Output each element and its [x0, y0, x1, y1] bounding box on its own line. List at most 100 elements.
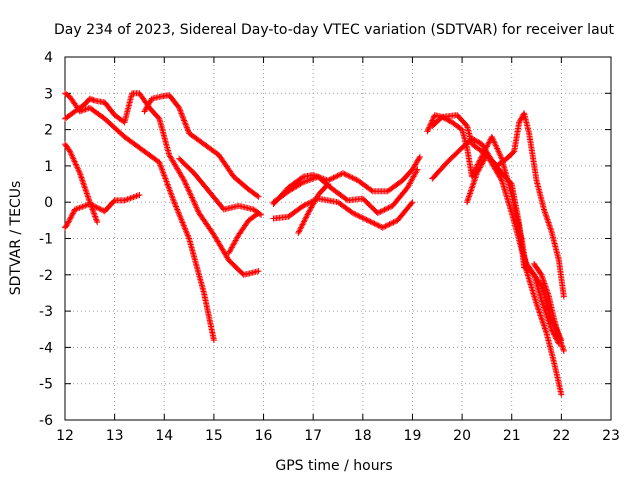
data-point: [391, 218, 398, 225]
data-point: [90, 209, 97, 216]
data-point: [92, 213, 99, 220]
x-tick-label: 22: [552, 428, 570, 444]
x-tick-label: 14: [155, 428, 173, 444]
data-point: [425, 125, 432, 132]
data-point: [67, 214, 74, 221]
data-point: [306, 177, 313, 184]
data-point: [416, 153, 423, 160]
data-point: [381, 223, 388, 230]
data-point: [166, 185, 173, 192]
data-point: [145, 102, 152, 109]
data-point: [88, 203, 95, 210]
data-point: [74, 205, 81, 212]
data-point: [376, 209, 383, 216]
data-point: [167, 190, 174, 197]
data-point: [181, 117, 188, 124]
data-point: [181, 223, 188, 230]
data-point: [359, 214, 366, 221]
data-point: [413, 167, 420, 174]
data-point: [165, 182, 172, 189]
data-point: [193, 204, 200, 211]
data-point: [358, 214, 365, 221]
y-tick-label: -4: [39, 340, 53, 356]
data-point: [126, 195, 133, 202]
data-point: [254, 210, 261, 217]
data-point: [130, 194, 137, 201]
data-point: [496, 151, 503, 158]
x-tick-label: 12: [56, 428, 74, 444]
data-point: [307, 176, 314, 183]
data-point: [175, 209, 182, 216]
data-point: [496, 149, 503, 156]
data-point: [303, 212, 310, 219]
data-point: [157, 162, 164, 169]
data-point: [339, 170, 346, 177]
data-point: [384, 205, 391, 212]
data-point: [67, 149, 74, 156]
data-point: [497, 152, 504, 159]
data-point: [429, 116, 436, 123]
data-point: [177, 109, 184, 116]
data-point: [162, 177, 169, 184]
data-point: [302, 215, 309, 222]
data-point: [548, 326, 555, 333]
data-point: [188, 193, 195, 200]
y-tick-label: 0: [44, 195, 53, 211]
data-point: [180, 176, 187, 183]
data-point: [390, 219, 397, 226]
data-point: [558, 391, 565, 398]
data-point: [87, 202, 94, 209]
data-point: [164, 179, 171, 186]
data-point: [79, 203, 86, 210]
data-point: [537, 270, 544, 277]
data-point: [494, 146, 501, 153]
data-point: [510, 149, 517, 156]
data-point: [68, 213, 75, 220]
data-point: [176, 106, 183, 113]
data-point: [414, 166, 421, 173]
data-point: [412, 161, 419, 168]
data-point: [183, 183, 190, 190]
y-tick-label: 4: [44, 50, 53, 66]
data-point: [142, 105, 149, 112]
data-point: [71, 206, 78, 213]
data-point: [304, 211, 311, 218]
data-point: [348, 174, 355, 181]
data-point: [179, 219, 186, 226]
x-tick-label: 13: [106, 428, 124, 444]
data-point: [73, 162, 80, 169]
chart-title: Day 234 of 2023, Sidereal Day-to-day VTE…: [54, 22, 615, 38]
data-point: [121, 197, 128, 204]
y-tick-label: 3: [44, 86, 53, 102]
data-point: [368, 187, 375, 194]
data-point: [364, 217, 371, 224]
data-point: [537, 281, 544, 288]
data-point: [296, 227, 303, 234]
data-point: [426, 124, 433, 131]
data-point: [517, 116, 524, 123]
data-point: [73, 205, 80, 212]
data-point: [184, 125, 191, 132]
data-point: [300, 220, 307, 227]
data-point: [463, 121, 470, 128]
data-point: [486, 139, 493, 146]
data-point: [93, 216, 100, 223]
data-point: [171, 199, 178, 206]
data-point: [155, 114, 162, 121]
data-point: [93, 204, 100, 211]
data-point: [344, 172, 351, 179]
data-point: [180, 116, 187, 123]
x-tick-label: 18: [354, 428, 372, 444]
data-point: [345, 172, 352, 179]
data-point: [177, 215, 184, 222]
data-point: [188, 194, 195, 201]
series-arc-16: [531, 260, 567, 355]
data-point: [329, 175, 336, 182]
data-point: [385, 204, 392, 211]
data-point: [178, 216, 185, 223]
data-point: [378, 208, 385, 215]
data-point: [518, 115, 525, 122]
data-point: [191, 200, 198, 207]
data-point: [147, 98, 154, 105]
data-point: [492, 142, 499, 149]
